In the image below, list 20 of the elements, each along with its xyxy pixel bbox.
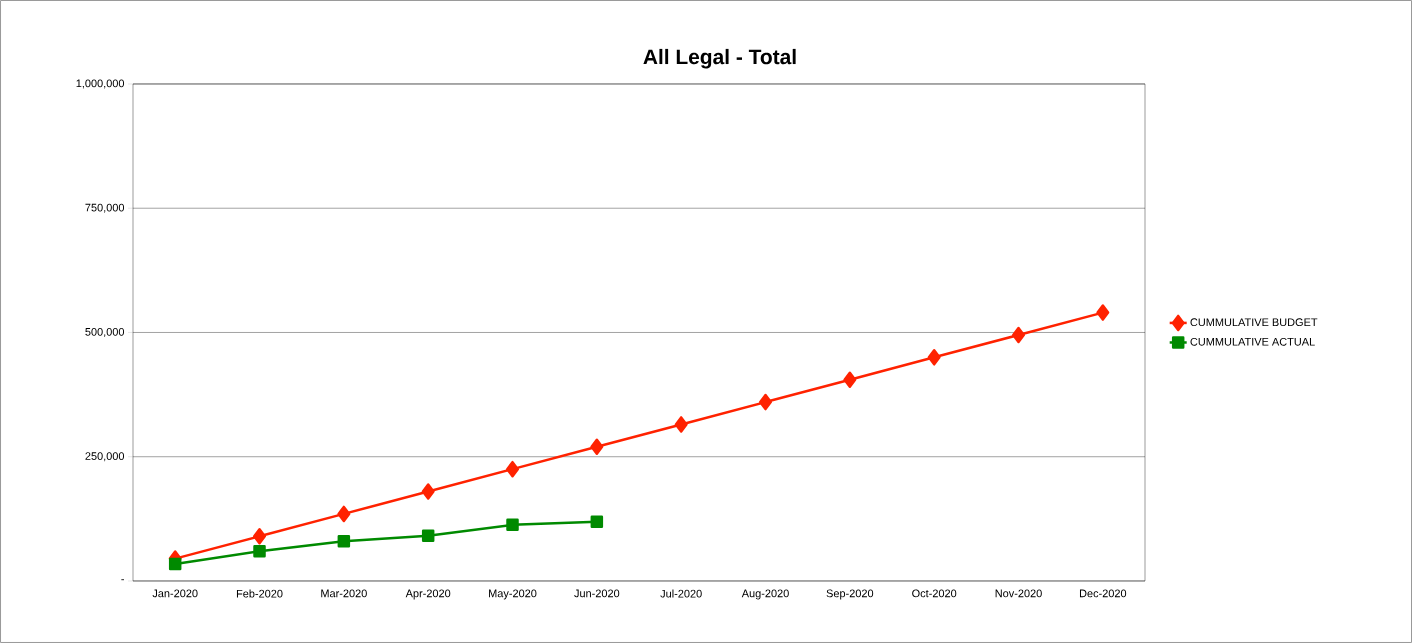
y-tick-label: 750,000 bbox=[85, 203, 125, 213]
x-tick-label: Feb-2020 bbox=[236, 589, 283, 598]
x-tick-label: May-2020 bbox=[489, 589, 537, 600]
x-tick-label: Jul-2020 bbox=[660, 589, 702, 598]
y-tick-label: 1,000,000 bbox=[76, 79, 125, 89]
legend-label: CUMMULATIVE BUDGET bbox=[1190, 318, 1318, 327]
y-tick-label: - bbox=[121, 579, 124, 581]
chart-title: All Legal - Total bbox=[643, 48, 796, 69]
x-tick-label: Sep-2020 bbox=[826, 589, 874, 600]
x-tick-label: Aug-2020 bbox=[741, 589, 789, 600]
x-tick-label: Jan-2020 bbox=[152, 589, 198, 598]
x-tick-label: Nov-2020 bbox=[995, 589, 1042, 598]
y-tick-label: 250,000 bbox=[85, 452, 125, 462]
x-tick-label: Jun-2020 bbox=[574, 589, 620, 598]
x-tick-label: Oct-2020 bbox=[912, 589, 957, 598]
legend-label: CUMMULATIVE ACTUAL bbox=[1190, 337, 1315, 346]
x-tick-label: Mar-2020 bbox=[321, 589, 367, 598]
y-tick-label: 500,000 bbox=[85, 327, 125, 338]
x-tick-label: Dec-2020 bbox=[1079, 589, 1127, 598]
x-tick-label: Apr-2020 bbox=[405, 589, 451, 600]
